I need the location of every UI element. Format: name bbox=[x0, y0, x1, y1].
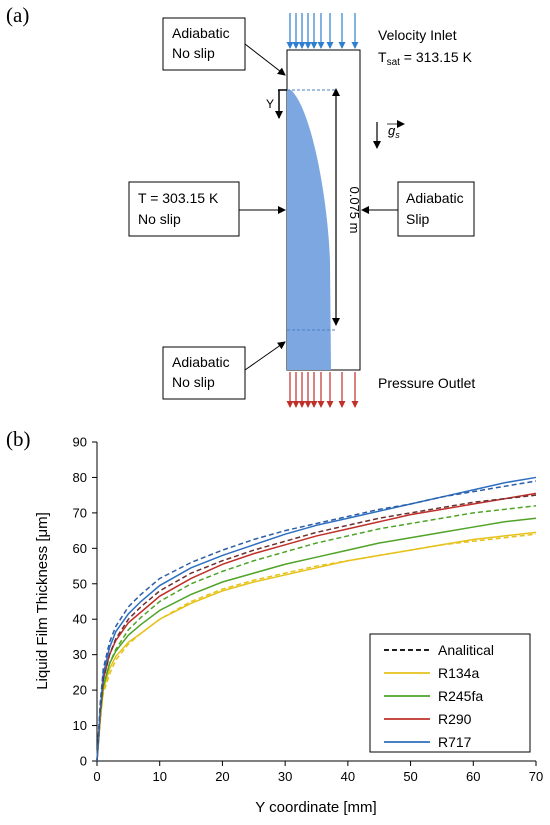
y-tick-label: 50 bbox=[73, 576, 87, 591]
series-line-r245fa-analytical bbox=[96, 505, 537, 762]
right-box-line1: Adiabatic bbox=[406, 190, 464, 206]
right-boundary-box bbox=[397, 181, 475, 237]
bottom-boundary-box bbox=[162, 346, 246, 400]
left-boundary-box bbox=[128, 181, 240, 237]
y-tick-label: 30 bbox=[73, 647, 87, 662]
panel-a-label: (a) bbox=[6, 3, 29, 27]
tsat-label: Tsat = 313.15 K bbox=[378, 49, 473, 68]
legend-label: R134a bbox=[438, 665, 479, 681]
y-tick-label: 20 bbox=[73, 683, 87, 698]
velocity-inlet-arrows bbox=[286, 13, 359, 49]
right-box-line2: Slip bbox=[406, 211, 430, 227]
pressure-outlet-arrows bbox=[286, 372, 359, 408]
x-tick-label: 20 bbox=[215, 769, 229, 784]
legend-box bbox=[369, 633, 531, 753]
x-tick-label: 70 bbox=[529, 769, 543, 784]
x-axis-label: Y coordinate [mm] bbox=[255, 799, 376, 816]
legend-label: R290 bbox=[438, 711, 472, 727]
series-line-r290 bbox=[96, 492, 537, 762]
x-tick-label: 50 bbox=[403, 769, 417, 784]
chart-legend: Analitical R134a R245fa R290 R717 bbox=[369, 633, 531, 753]
bottom-box-line1: Adiabatic bbox=[172, 354, 230, 370]
x-tick-label: 60 bbox=[466, 769, 480, 784]
legend-label: Analitical bbox=[438, 642, 494, 658]
y-tick-label: 40 bbox=[73, 612, 87, 627]
chart-series bbox=[96, 476, 537, 762]
x-tick-label: 40 bbox=[341, 769, 355, 784]
chart-ticks: 0 10 20 30 40 50 60 70 0 10 20 30 40 50 60 70 80 90 bbox=[73, 435, 544, 785]
legend-label: R717 bbox=[438, 734, 472, 750]
y-tick-label: 80 bbox=[73, 470, 87, 485]
y-tick-label: 10 bbox=[73, 718, 87, 733]
panel-b-label: (b) bbox=[6, 427, 31, 451]
x-tick-label: 10 bbox=[152, 769, 166, 784]
panel-a-diagram: (a) 0.075 m Y gs Adiabatic No slip T = 3… bbox=[6, 3, 475, 408]
length-label: 0.075 m bbox=[347, 187, 362, 234]
x-tick-label: 0 bbox=[93, 769, 100, 784]
series-line-r290-analytical bbox=[96, 494, 537, 762]
y-tick-label: 0 bbox=[80, 754, 87, 769]
y-axis-label: Liquid Film Thickness [μm] bbox=[34, 512, 51, 690]
top-box-line2: No slip bbox=[172, 45, 215, 61]
series-line-r717-analytical bbox=[96, 480, 537, 762]
gravity-symbol: gs bbox=[388, 123, 400, 140]
y-tick-label: 90 bbox=[73, 435, 87, 450]
bottom-box-pointer bbox=[244, 341, 286, 371]
bottom-box-line2: No slip bbox=[172, 374, 215, 390]
top-box-pointer bbox=[244, 43, 286, 76]
pressure-outlet-label: Pressure Outlet bbox=[378, 375, 475, 391]
y-tick-label: 70 bbox=[73, 505, 87, 520]
x-tick-label: 30 bbox=[278, 769, 292, 784]
velocity-inlet-label: Velocity Inlet bbox=[378, 27, 457, 43]
liquid-film bbox=[287, 90, 331, 370]
chart-axes bbox=[96, 442, 536, 762]
left-box-line1: T = 303.15 K bbox=[138, 190, 219, 206]
y-tick-label: 60 bbox=[73, 541, 87, 556]
top-box-line1: Adiabatic bbox=[172, 25, 230, 41]
series-line-r134a-analytical bbox=[96, 533, 537, 762]
panel-b-chart: (b) 0 10 20 30 40 50 60 70 0 10 20 30 40 50 60 70 80 90 Y… bbox=[6, 427, 544, 816]
legend-label: R245fa bbox=[438, 688, 483, 704]
left-box-line2: No slip bbox=[138, 211, 181, 227]
y-label: Y bbox=[266, 97, 274, 111]
